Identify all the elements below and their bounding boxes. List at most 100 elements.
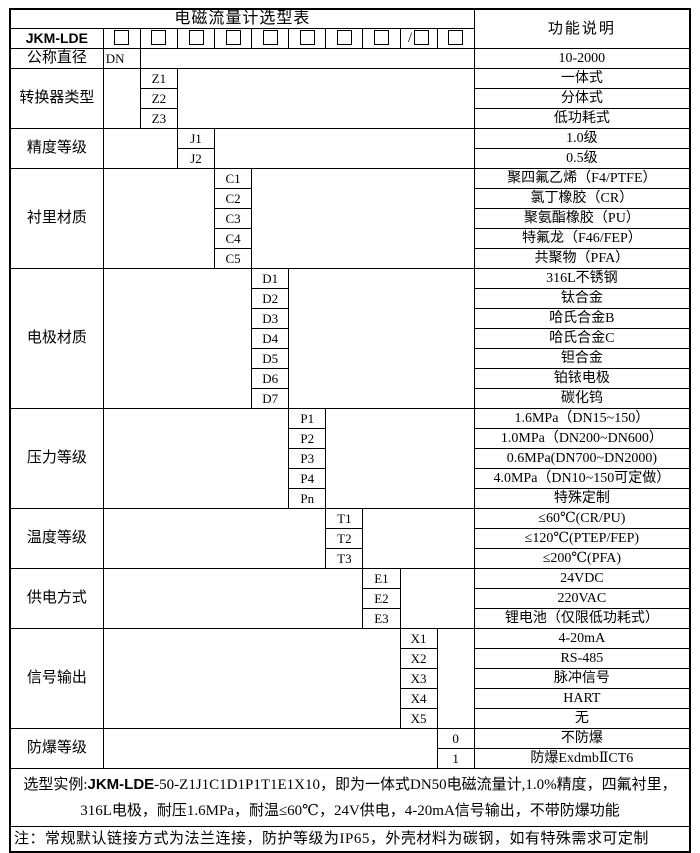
code-z2: Z2: [139, 88, 178, 109]
selection-table: 电磁流量计选型表 功能说明 JKM-LDE / 公称直径 DN 10-2000 …: [9, 8, 691, 853]
model-slot-1[interactable]: [102, 28, 141, 49]
model-slot-6[interactable]: [288, 28, 327, 49]
desc-0: 不防爆: [473, 728, 691, 749]
code-t1: T1: [325, 508, 364, 529]
group-label-electrode-material: 电极材质: [9, 268, 104, 409]
empty-cell: [436, 628, 475, 729]
code-z3: Z3: [139, 108, 178, 129]
desc-p3: 0.6MPa(DN700~DN2000): [473, 448, 691, 469]
group-label-temperature-rating: 温度等级: [9, 508, 104, 569]
checkbox-icon[interactable]: [373, 29, 389, 45]
code-p2: P2: [288, 428, 327, 449]
code-dn: DN: [102, 48, 141, 69]
group-label-liner-material: 衬里材质: [9, 168, 104, 269]
group-label-signal-output: 信号输出: [9, 628, 104, 729]
empty-cell: [102, 408, 290, 509]
code-x3: X3: [399, 668, 438, 689]
empty-cell: [139, 48, 475, 69]
desc-t3: ≤200℃(PFA): [473, 548, 691, 569]
desc-x5: 无: [473, 708, 691, 729]
code-c4: C4: [214, 228, 253, 249]
desc-x1: 4-20mA: [473, 628, 691, 649]
code-x4: X4: [399, 688, 438, 709]
checkbox-icon[interactable]: [151, 29, 167, 45]
code-d7: D7: [251, 388, 290, 409]
model-slot-7[interactable]: [325, 28, 364, 49]
desc-e1: 24VDC: [473, 568, 691, 589]
code-z1: Z1: [139, 68, 178, 89]
code-x2: X2: [399, 648, 438, 669]
model-code-row: JKM-LDE /: [9, 28, 690, 49]
desc-1: 防爆ExdmbⅡCT6: [473, 748, 691, 769]
empty-cell: [399, 568, 475, 629]
group-label-explosion-proof: 防爆等级: [9, 728, 104, 769]
desc-c4: 特氟龙（F46/FEP）: [473, 228, 691, 249]
selection-example: 选型实例:JKM-LDE-50-Z1J1C1D1P1T1E1X10，即为一体式D…: [9, 768, 691, 827]
code-c3: C3: [214, 208, 253, 229]
desc-z3: 低功耗式: [473, 108, 691, 129]
code-pn: Pn: [288, 488, 327, 509]
empty-cell: [362, 508, 475, 569]
code-t3: T3: [325, 548, 364, 569]
desc-x2: RS-485: [473, 648, 691, 669]
code-d6: D6: [251, 368, 290, 389]
desc-x4: HART: [473, 688, 691, 709]
model-slot-9[interactable]: /: [399, 28, 438, 49]
group-label-pressure-rating: 压力等级: [9, 408, 104, 509]
checkbox-icon[interactable]: [299, 29, 315, 45]
desc-p4: 4.0MPa（DN10~150可定做）: [473, 468, 691, 489]
code-1: 1: [436, 748, 475, 769]
empty-cell: [325, 408, 475, 509]
example-line2: 316L电极，耐压1.6MPa，耐温≤60℃，24V供电，4-20mA信号输出，…: [80, 802, 620, 819]
checkbox-icon[interactable]: [262, 29, 278, 45]
code-0: 0: [436, 728, 475, 749]
checkbox-icon[interactable]: [188, 29, 204, 45]
empty-cell: [176, 68, 475, 129]
desc-z2: 分体式: [473, 88, 691, 109]
empty-cell: [102, 68, 141, 129]
desc-pn: 特殊定制: [473, 488, 691, 509]
code-j1: J1: [176, 128, 216, 149]
checkbox-icon[interactable]: [114, 29, 130, 45]
desc-p1: 1.6MPa（DN15~150）: [473, 408, 691, 429]
code-p4: P4: [288, 468, 327, 489]
checkbox-icon[interactable]: [414, 29, 430, 45]
code-d2: D2: [251, 288, 290, 309]
model-prefix: JKM-LDE: [9, 28, 104, 49]
desc-d6: 铂铱电极: [473, 368, 691, 389]
code-x1: X1: [399, 628, 438, 649]
checkbox-icon[interactable]: [336, 29, 352, 45]
model-slot-5[interactable]: [251, 28, 290, 49]
code-t2: T2: [325, 528, 364, 549]
model-slot-2[interactable]: [139, 28, 178, 49]
group-label-converter-type: 转换器类型: [9, 68, 104, 129]
desc-c5: 共聚物（PFA）: [473, 248, 691, 269]
desc-c3: 聚氨酯橡胶（PU）: [473, 208, 691, 229]
code-e1: E1: [362, 568, 401, 589]
empty-cell: [102, 128, 178, 169]
desc-c2: 氯丁橡胶（CR）: [473, 188, 691, 209]
group-label-power-supply: 供电方式: [9, 568, 104, 629]
desc-t2: ≤120℃(PTEP/FEP): [473, 528, 691, 549]
model-slot-8[interactable]: [362, 28, 401, 49]
empty-cell: [102, 628, 401, 729]
model-slot-3[interactable]: [176, 28, 216, 49]
code-c1: C1: [214, 168, 253, 189]
model-slot-4[interactable]: [214, 28, 253, 49]
desc-dn: 10-2000: [473, 48, 691, 69]
empty-cell: [102, 508, 327, 569]
desc-z1: 一体式: [473, 68, 691, 89]
group-label-accuracy-class: 精度等级: [9, 128, 104, 169]
desc-d2: 钛合金: [473, 288, 691, 309]
desc-c1: 聚四氟乙烯（F4/PTFE）: [473, 168, 691, 189]
model-slot-10[interactable]: [436, 28, 475, 49]
empty-cell: [251, 168, 475, 269]
desc-t1: ≤60℃(CR/PU): [473, 508, 691, 529]
desc-x3: 脉冲信号: [473, 668, 691, 689]
desc-d4: 哈氏合金C: [473, 328, 691, 349]
checkbox-icon[interactable]: [448, 29, 464, 45]
group-label-nominal-diameter: 公称直径: [9, 48, 104, 69]
code-e3: E3: [362, 608, 401, 629]
slash-separator: /: [407, 30, 413, 46]
checkbox-icon[interactable]: [225, 29, 241, 45]
